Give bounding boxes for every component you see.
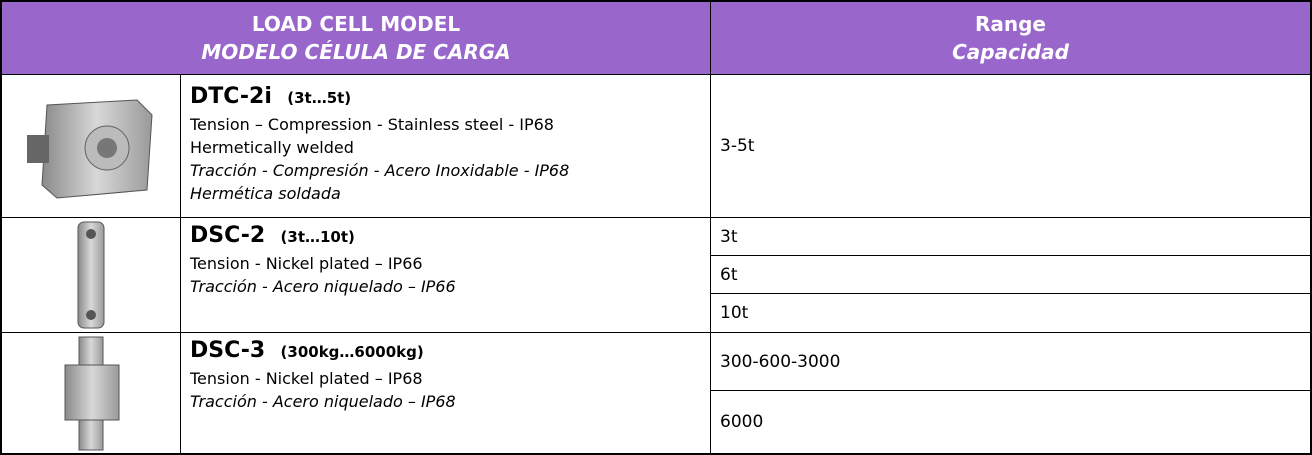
range-cell: 6000	[720, 391, 763, 453]
range-value: 10t	[720, 303, 749, 323]
desc-line: Tension - Nickel plated – IP68	[190, 369, 423, 388]
row-line	[2, 217, 1310, 218]
col-line	[710, 2, 711, 453]
range-cell: 3-5t	[720, 75, 754, 217]
desc-line: Tracción - Compresión - Acero Inoxidable…	[190, 161, 570, 180]
row-line	[711, 390, 1310, 391]
header-text: Capacidad	[952, 40, 1069, 64]
range-cell: 6t	[720, 256, 737, 293]
model-name: DSC-3	[190, 338, 266, 363]
row-line	[711, 293, 1310, 294]
product-image	[77, 221, 105, 329]
desc-line: Tension – Compression - Stainless steel …	[190, 115, 554, 134]
range-value: 3-5t	[720, 136, 755, 156]
model-name: DTC-2i	[190, 84, 272, 109]
range-note: (3t…10t)	[280, 228, 355, 246]
range-cell: 10t	[720, 294, 748, 332]
desc-line: Hermetically welded	[190, 138, 354, 157]
model-name: DSC-2	[190, 223, 266, 248]
desc-line: Tracción - Acero niquelado – IP68	[190, 392, 456, 411]
header-range: Range Capacidad	[711, 2, 1310, 74]
range-note: (300kg…6000kg)	[280, 343, 424, 361]
desc-line: Tension - Nickel plated – IP66	[190, 254, 423, 273]
desc-line: Hermética soldada	[190, 184, 341, 203]
row-desc: DSC-3 (300kg…6000kg) Tension - Nickel pl…	[190, 336, 456, 413]
range-cell: 3t	[720, 218, 737, 255]
row-line	[711, 255, 1310, 256]
range-cell: 300-600-3000	[720, 333, 840, 390]
desc-line: Tracción - Acero niquelado – IP66	[190, 277, 456, 296]
row-desc: DSC-2 (3t…10t) Tension - Nickel plated –…	[190, 221, 456, 298]
row-line	[2, 74, 1310, 75]
product-image	[64, 336, 120, 451]
header-model: LOAD CELL MODEL MODELO CÉLULA DE CARGA	[2, 2, 710, 74]
row-line	[2, 332, 1310, 333]
header-text: LOAD CELL MODEL	[251, 12, 461, 36]
row-desc: DTC-2i (3t…5t) Tension – Compression - S…	[190, 82, 569, 205]
range-value: 3t	[720, 226, 738, 247]
range-value: 300-600-3000	[720, 351, 841, 372]
range-note: (3t…5t)	[287, 89, 352, 107]
header-text: Range	[974, 12, 1046, 36]
range-value: 6t	[720, 264, 738, 285]
product-image	[27, 99, 153, 199]
header-text: MODELO CÉLULA DE CARGA	[201, 40, 511, 64]
range-value: 6000	[720, 412, 764, 432]
col-line	[180, 74, 181, 453]
